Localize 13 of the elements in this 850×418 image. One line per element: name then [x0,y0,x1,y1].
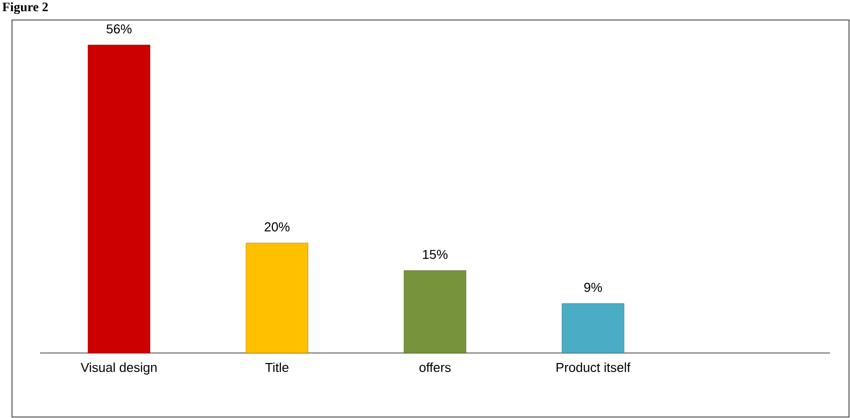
bar [88,44,150,354]
data-label: 56% [106,24,132,34]
x-tick-label: Title [265,362,288,372]
bar [404,270,466,354]
x-tick-label: Product itself [556,362,630,372]
data-label: 20% [264,222,290,232]
bar [562,303,624,354]
chart-title: Figure 2 [2,2,48,14]
x-tick-label: offers [419,362,451,372]
x-tick-label: Visual design [80,362,157,375]
data-label: 15% [423,250,448,259]
bar [246,242,308,354]
data-label: 9% [584,282,602,292]
